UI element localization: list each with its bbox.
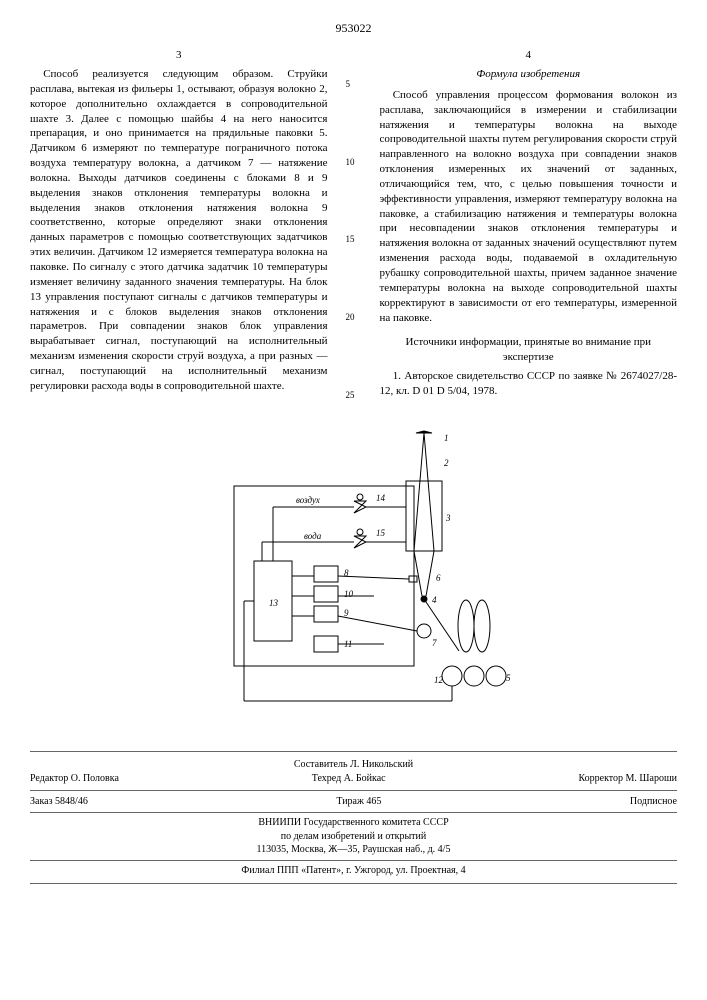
text-columns: 3 Способ реализуется следующим образом. … bbox=[30, 48, 677, 401]
footer-editor: Редактор О. Половка bbox=[30, 772, 119, 786]
footer-order: Заказ 5848/46 bbox=[30, 795, 88, 809]
diagram-label-7: 7 bbox=[432, 638, 437, 648]
sources-heading: Источники информации, принятые во вниман… bbox=[380, 335, 678, 365]
left-column-text: Способ реализуется следующим образом. Ст… bbox=[30, 67, 328, 394]
diagram-label-6: 6 bbox=[436, 573, 441, 583]
left-column: 3 Способ реализуется следующим образом. … bbox=[30, 48, 328, 401]
footer-vniipi-1: ВНИИПИ Государственного комитета СССР bbox=[30, 816, 677, 830]
line-marker: 10 bbox=[346, 156, 362, 168]
diagram-label-2: 2 bbox=[444, 458, 449, 468]
footer-tirage: Тираж 465 bbox=[336, 795, 381, 809]
diagram-label-5: 5 bbox=[506, 673, 511, 683]
footer-corrector: Корректор М. Шароши bbox=[578, 772, 677, 786]
diagram-label-12: 12 bbox=[434, 675, 444, 685]
diagram-label-water: вода bbox=[304, 531, 322, 541]
patent-number: 953022 bbox=[30, 20, 677, 36]
footer-vniipi-3: 113035, Москва, Ж—35, Раушская наб., д. … bbox=[30, 843, 677, 857]
footer-compiler: Составитель Л. Никольский bbox=[30, 758, 677, 772]
formula-heading: Формула изобретения bbox=[380, 67, 678, 82]
footer-branch: Филиал ППП «Патент», г. Ужгород, ул. Про… bbox=[30, 864, 677, 878]
right-column-text: Способ управления процессом формования в… bbox=[380, 88, 678, 326]
diagram-label-14: 14 bbox=[376, 493, 386, 503]
sources-text: 1. Авторское свидетельство СССР по заявк… bbox=[380, 369, 678, 399]
process-diagram: 1 2 3 4 5 6 7 8 9 10 11 12 13 14 15 возд… bbox=[154, 421, 554, 721]
footer-techred: Техред А. Бойкас bbox=[312, 772, 386, 786]
footer-vniipi-2: по делам изобретений и открытий bbox=[30, 830, 677, 844]
footer-block: Составитель Л. Никольский Редактор О. По… bbox=[30, 751, 677, 885]
right-col-marker: 4 bbox=[380, 48, 678, 63]
diagram-label-1: 1 bbox=[444, 433, 449, 443]
diagram-label-3: 3 bbox=[445, 513, 451, 523]
diagram-label-13: 13 bbox=[269, 598, 279, 608]
line-marker: 15 bbox=[346, 233, 362, 245]
left-col-marker: 3 bbox=[30, 48, 328, 63]
diagram-label-9: 9 bbox=[344, 608, 349, 618]
footer-subscription: Подписное bbox=[630, 795, 677, 809]
diagram-label-10: 10 bbox=[344, 589, 354, 599]
line-numbers: 5 10 15 20 25 bbox=[346, 48, 362, 401]
diagram-label-8: 8 bbox=[344, 568, 349, 578]
diagram-label-15: 15 bbox=[376, 528, 386, 538]
line-marker: 5 bbox=[346, 78, 362, 90]
right-column: 4 Формула изобретения Способ управления … bbox=[380, 48, 678, 401]
line-marker: 25 bbox=[346, 389, 362, 401]
diagram-label-11: 11 bbox=[344, 639, 352, 649]
diagram-label-4: 4 bbox=[432, 595, 437, 605]
line-marker: 20 bbox=[346, 311, 362, 323]
diagram-label-air: воздух bbox=[296, 495, 320, 505]
